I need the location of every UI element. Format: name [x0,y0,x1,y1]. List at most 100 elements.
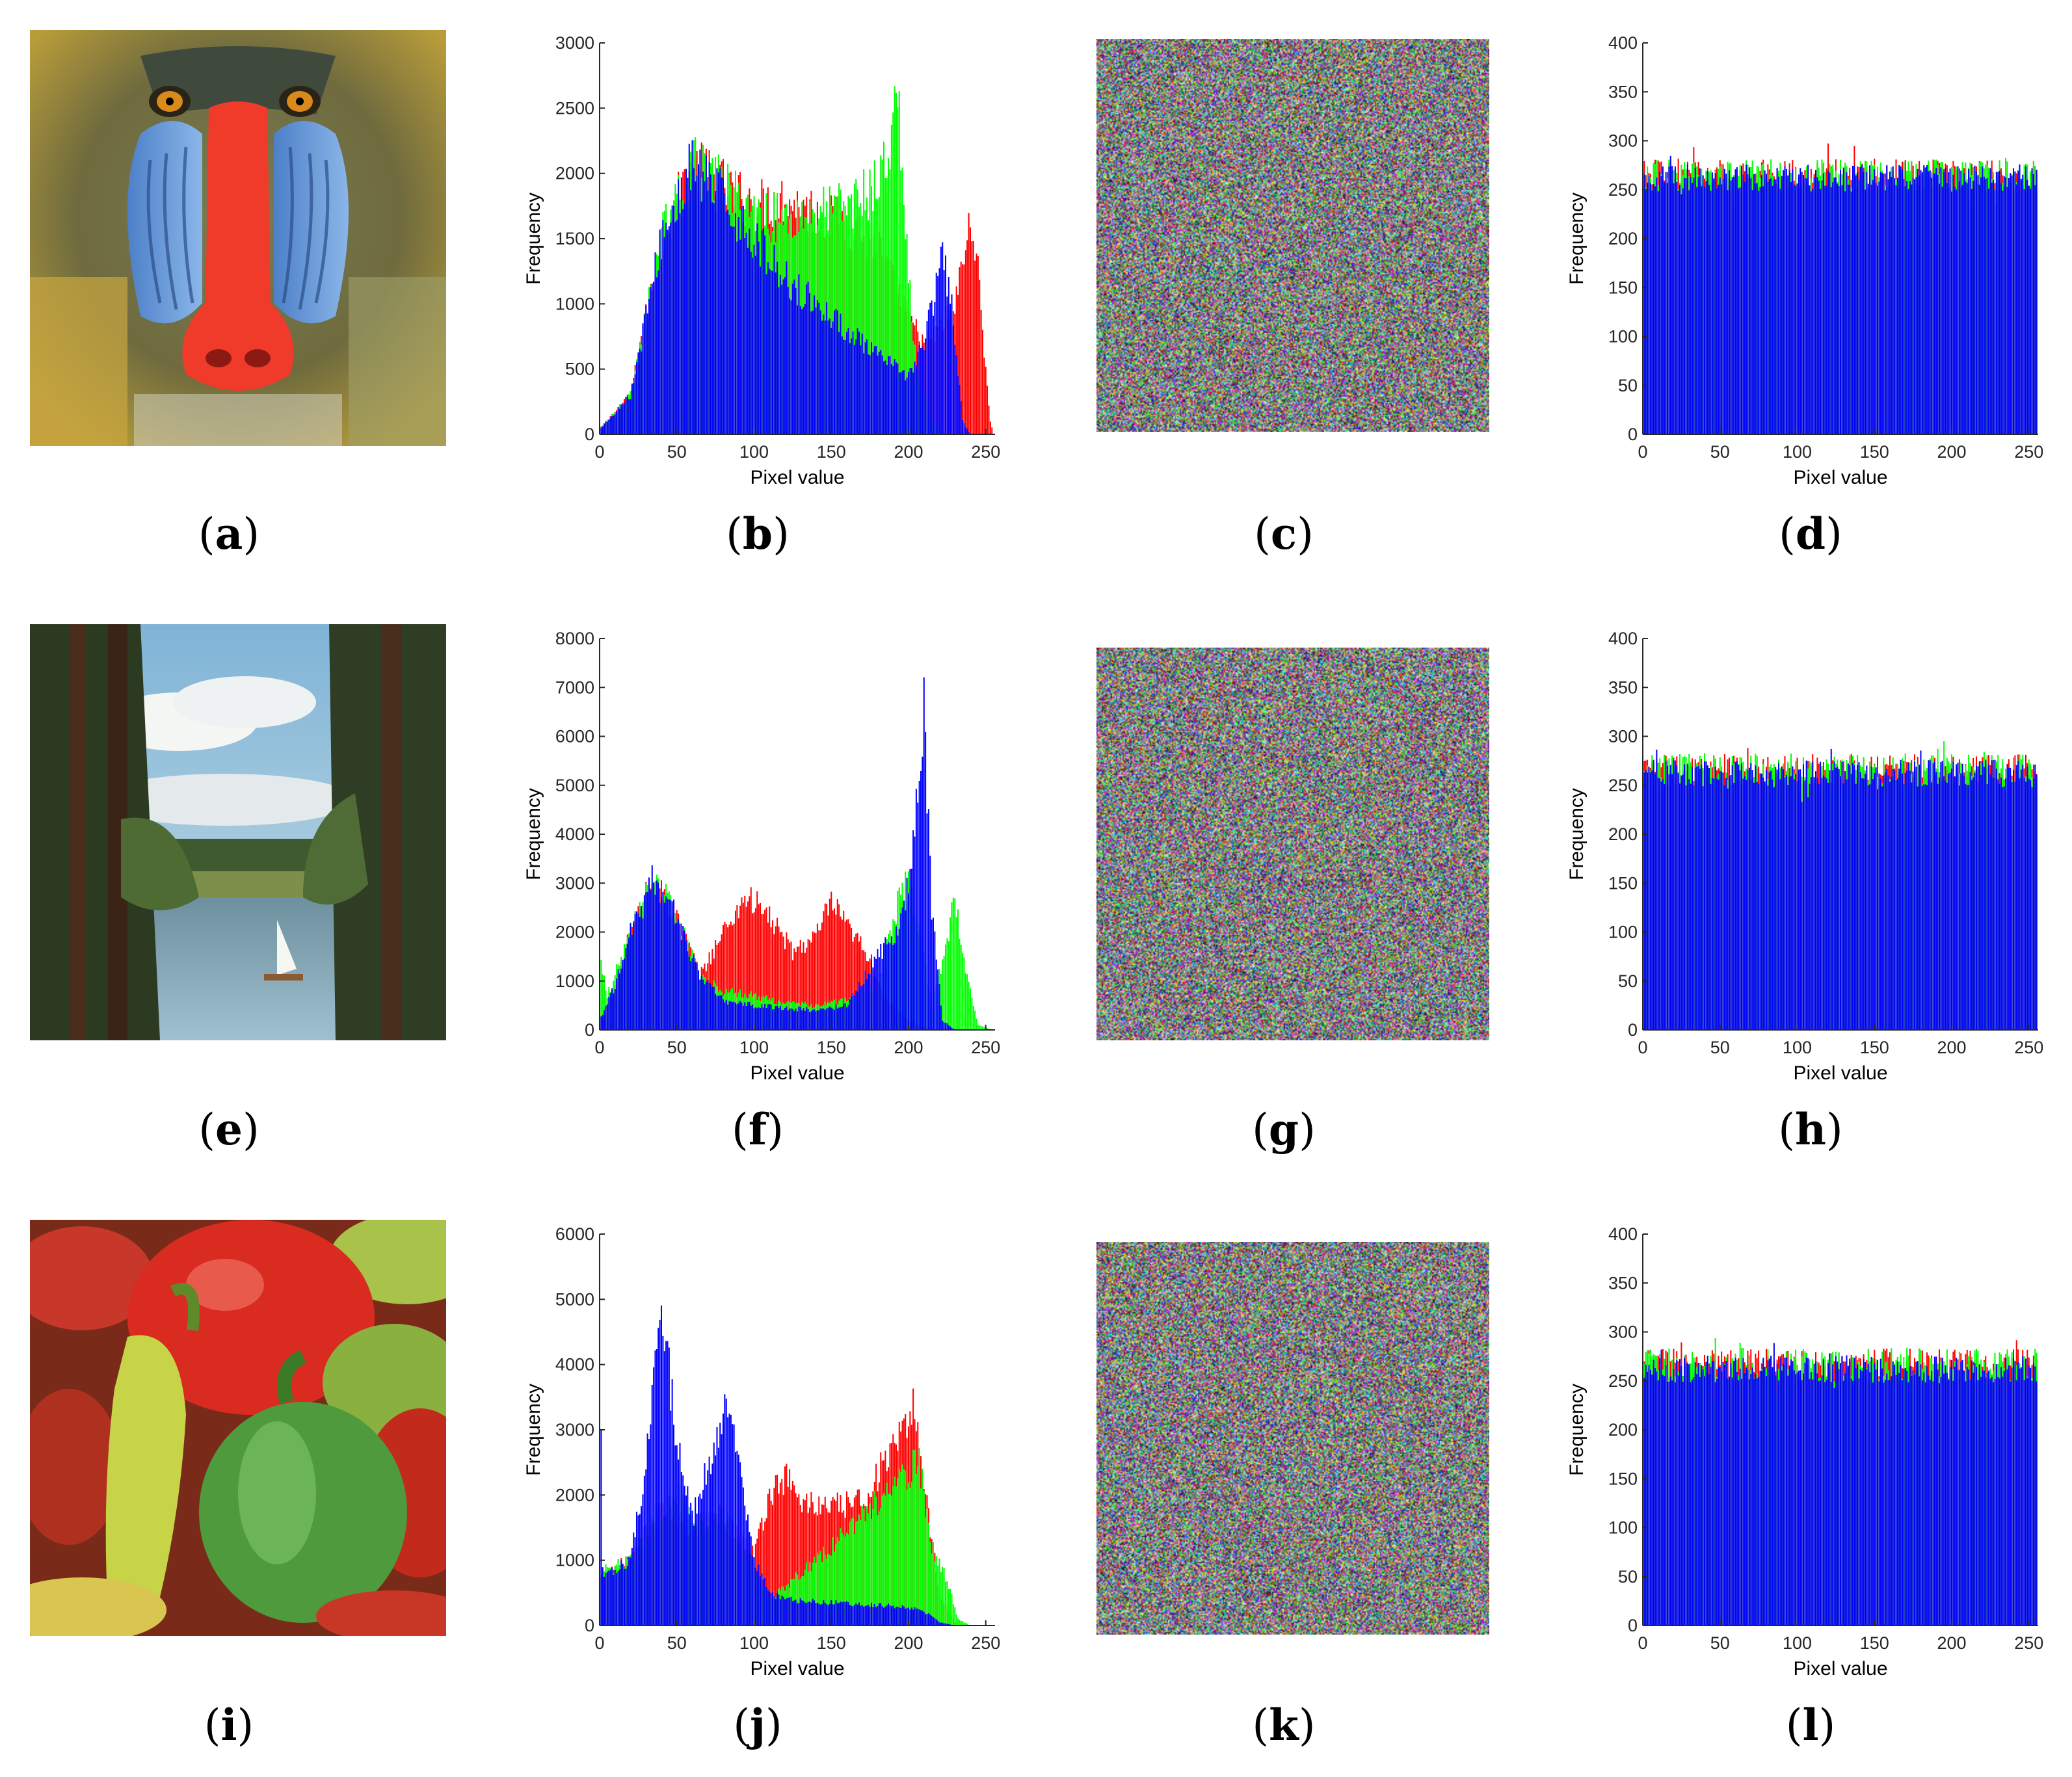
bar [1645,1352,1647,1626]
bar [1773,187,1775,434]
bar [1796,1372,1798,1626]
bar [1651,762,1653,1030]
cipher-image-g [1096,648,1489,1040]
bar [843,201,845,434]
bar [814,1009,816,1030]
bar [1812,754,1814,1030]
bar [1676,182,1678,434]
bar [1762,1360,1764,1626]
bar [737,1536,739,1626]
bar [1903,176,1905,434]
bar [1903,161,1905,434]
bar [2028,759,2030,1030]
bar [1775,767,1777,1030]
bar [1693,781,1695,1030]
bar [708,163,710,435]
bar [2026,763,2028,1030]
bar [670,919,672,1030]
bar [824,1010,826,1030]
bar [739,1001,741,1030]
bar [1767,181,1769,434]
bar [923,350,925,434]
bar [1830,166,1832,435]
bar [1956,772,1958,1030]
bar [630,1557,631,1626]
bar [651,1518,653,1626]
bar [1751,174,1753,434]
bar [1855,769,1857,1030]
bar [1711,780,1713,1030]
bar [1779,189,1781,434]
bar [1894,1365,1896,1626]
bar [1881,180,1883,434]
bar [863,994,865,1030]
bar [1870,1365,1872,1626]
bar [814,295,816,434]
bar [2030,1380,2032,1626]
bar [1710,761,1712,1030]
bar [1852,763,1854,1030]
bar [2005,778,2007,1030]
bar [1977,1350,1979,1626]
bar [1659,1358,1661,1626]
bar [2020,178,2022,434]
bar [779,1590,781,1626]
bar [808,1507,811,1626]
bar [925,1516,927,1626]
bar [940,1598,942,1626]
bar [987,386,989,434]
bar [963,957,965,1030]
bar [674,920,676,1030]
bar [861,241,863,434]
bar [1900,1354,1902,1626]
y-tick-label: 350 [1608,1273,1638,1293]
bar [1824,1366,1826,1626]
bar [656,277,657,434]
bar [604,1577,605,1626]
bar [1641,155,1644,434]
bar [598,428,601,434]
bar [821,212,823,434]
bar [940,1622,942,1626]
bar [2032,783,2034,1030]
bar [1958,1351,1960,1626]
bar [948,277,950,434]
bar [734,992,737,1030]
bar [1673,760,1675,1030]
bar [1853,1363,1855,1626]
bar [1742,780,1744,1030]
bar [1853,146,1855,434]
bar [609,417,611,434]
x-tick-label: 150 [817,442,846,462]
subfigure-label: (a) [198,508,260,559]
bar [715,211,717,434]
subfigure-label: (b) [726,508,790,559]
bar [617,407,619,434]
bar [937,276,939,434]
bar [777,917,778,1030]
bar [863,353,865,434]
bar [687,951,689,1030]
bar [2028,775,2030,1030]
bar [1912,178,1914,434]
bar [770,242,772,434]
bar [1827,1363,1829,1626]
bar [700,142,702,434]
bar [625,403,627,434]
bar [853,937,855,1030]
bar [1911,161,1913,434]
bar [1991,763,1993,1030]
bar [851,194,853,434]
bar [764,997,766,1030]
bar [829,235,830,434]
bar [1707,1371,1708,1626]
bar [1901,1380,1904,1626]
bar [739,1541,741,1626]
bar [1694,193,1696,434]
bar [605,1573,607,1626]
bar [733,226,735,434]
bar [923,1027,925,1030]
bar [1654,1355,1656,1626]
bar [1805,761,1807,1030]
bar [1943,168,1945,434]
